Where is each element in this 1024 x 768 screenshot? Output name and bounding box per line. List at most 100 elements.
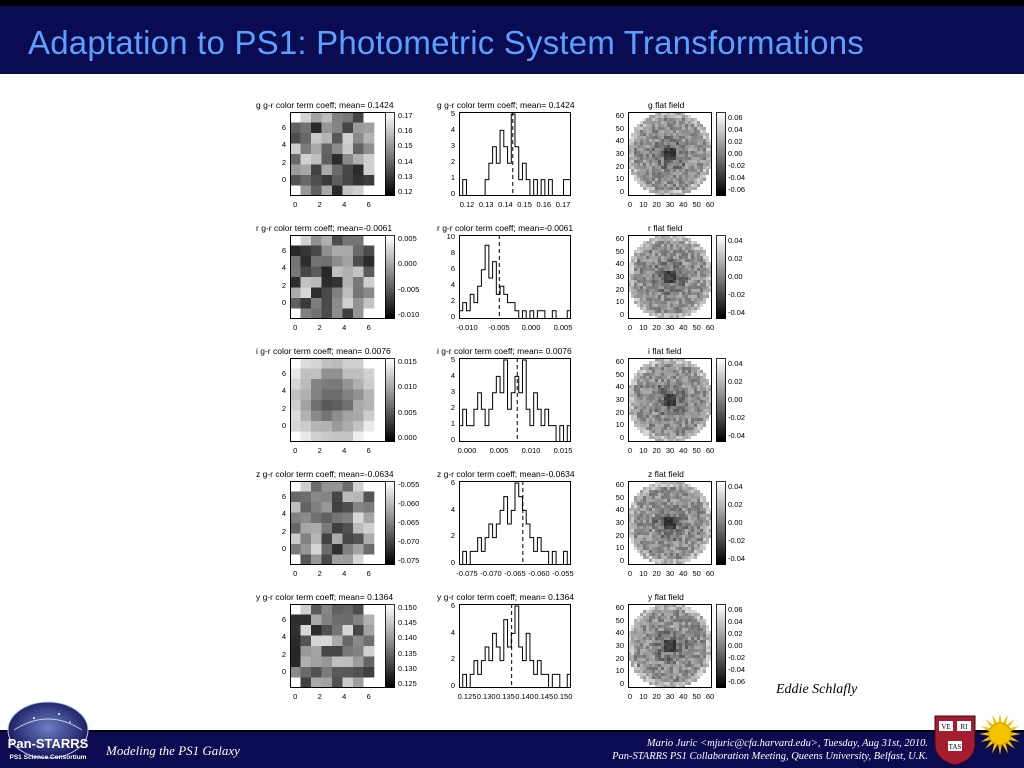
flat-field-cell: [646, 361, 650, 365]
flat-field-cell: [640, 400, 644, 404]
flat-field-cell: [670, 646, 674, 650]
coeff-map-title: r g-r color term coeff; mean=-0.0061: [256, 223, 393, 233]
flat-field-cell: [673, 484, 677, 488]
flat-field-cell: [682, 628, 686, 632]
flat-field-cell: [658, 262, 662, 266]
flat-field-cell: [643, 673, 647, 677]
flat-field-cell: [694, 301, 698, 305]
flat-field-cell: [679, 529, 683, 533]
flat-field-cell: [685, 523, 689, 527]
flat-field-cell: [691, 418, 695, 422]
flat-field-cell: [673, 664, 677, 668]
flat-field-cell: [637, 649, 641, 653]
flat-field-cell: [682, 511, 686, 515]
flat-field-cell: [652, 685, 656, 688]
flat-field-cell: [688, 235, 692, 239]
flat-field-cell: [640, 550, 644, 554]
flat-field-cell: [649, 487, 653, 491]
flat-field-cell: [658, 493, 662, 497]
flat-field-cell: [703, 649, 707, 653]
flat-field-cell: [640, 538, 644, 542]
flat-field-cell: [703, 358, 707, 362]
coeff-map-y-tick: 6: [281, 122, 286, 132]
flat-field-cell: [697, 679, 701, 683]
flat-field-cell: [703, 412, 707, 416]
flat-field-cell: [670, 256, 674, 260]
flat-field-cell: [703, 400, 707, 404]
flat-field-cell: [685, 370, 689, 374]
flat-field-cell: [664, 667, 668, 671]
flat-field-cell: [634, 562, 638, 565]
coeff-map-cell: [332, 604, 343, 615]
flat-field-cell: [646, 316, 650, 319]
flat-field-cell: [694, 490, 698, 494]
flat-field-cell: [700, 673, 704, 677]
coeff-map-cell: [321, 112, 333, 123]
flat-field-cell: [664, 658, 668, 662]
flat-field-cell: [691, 406, 695, 410]
flat-field-cell: [667, 631, 671, 635]
flat-field-cell: [682, 373, 686, 377]
flat-field-cell: [685, 637, 689, 641]
flat-field-cell: [703, 517, 707, 521]
flat-field-cell: [700, 526, 704, 530]
coeff-map-plot: [290, 358, 390, 442]
flat-field-cell: [646, 175, 650, 179]
flat-field-cell: [682, 535, 686, 539]
flat-field-cell: [664, 184, 668, 188]
flat-field-cell: [643, 682, 647, 686]
flat-field-cell: [646, 307, 650, 311]
flat-field-cell: [703, 637, 707, 641]
flat-field-cell: [676, 130, 680, 134]
flat-field-cell: [694, 175, 698, 179]
flat-field-cell: [673, 640, 677, 644]
flat-field-cell: [661, 172, 665, 176]
coeff-map-cell: [332, 544, 343, 555]
flat-field-cell: [658, 490, 662, 494]
flat-field-cell: [688, 259, 692, 263]
flat-field-cell: [706, 640, 710, 644]
flat-field-cell: [664, 364, 668, 368]
flat-field-cell: [637, 685, 641, 688]
coeff-map-cell: [311, 523, 322, 534]
flat-field-cell: [691, 145, 695, 149]
flat-field-cell: [676, 376, 680, 380]
flat-field-cell: [697, 295, 701, 299]
flat-field-cell: [655, 376, 659, 380]
flat-field-cell: [643, 259, 647, 263]
flat-field-cell: [664, 280, 668, 284]
flat-field-cell: [679, 253, 683, 257]
flat-field-y-tick: 30: [615, 395, 624, 404]
flat-field-cell: [667, 439, 671, 442]
flat-field-cell: [664, 670, 668, 674]
flat-field-cell: [709, 142, 712, 146]
coeff-histogram-y-tick: 2: [450, 403, 455, 412]
flat-field-y-tick: 60: [615, 603, 624, 612]
flat-field-cell: [646, 193, 650, 196]
flat-field-cell: [631, 643, 635, 647]
flat-field-cell: [661, 385, 665, 389]
flat-field-cell: [661, 142, 665, 146]
flat-field-cell: [646, 517, 650, 521]
flat-field-cell: [640, 238, 644, 242]
flat-field-cell: [652, 616, 656, 620]
coeff-map-cell: [353, 112, 364, 123]
coeff-map-x-tick: 2: [317, 323, 322, 332]
flat-field-cell: [667, 547, 671, 551]
flat-field-cell: [637, 247, 641, 251]
flat-field-cell: [703, 370, 707, 374]
coeff-map-cell: [300, 523, 312, 534]
coeff-map-cell: [311, 512, 322, 524]
flat-field-cell: [667, 655, 671, 659]
flat-field-cell: [628, 289, 632, 293]
coeff-map-y-tick: 2: [281, 280, 286, 290]
flat-field-cell: [679, 382, 683, 386]
flat-field-panel: i flat field 0 10 20 30 40 50 60 60 50 40 30 20 10 0 0.…: [608, 342, 750, 462]
flat-field-cell: [640, 436, 644, 440]
coeff-map-x-tick: 2: [317, 569, 322, 578]
flat-field-cell: [676, 649, 680, 653]
flat-field-cell: [688, 658, 692, 662]
flat-field-cell: [640, 166, 644, 170]
flat-field-cell: [640, 553, 644, 557]
flat-field-cell: [709, 613, 712, 617]
